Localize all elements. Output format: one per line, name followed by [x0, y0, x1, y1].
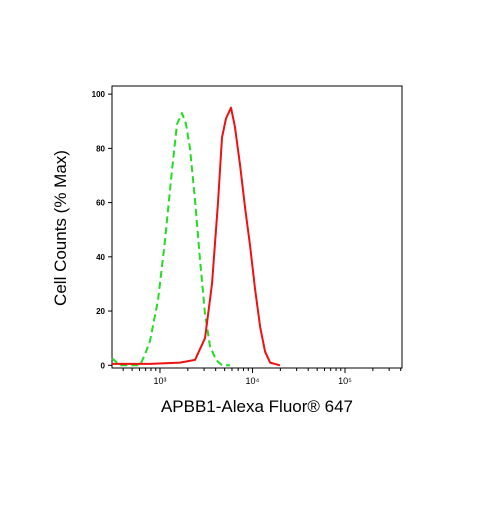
plot-frame	[111, 85, 403, 369]
x-axis-label: APBB1-Alexa Fluor® 647	[161, 397, 353, 416]
y-tick-label: 60	[96, 199, 105, 208]
y-tick-label: 100	[92, 90, 106, 99]
x-tick-label: 10⁴	[246, 376, 260, 386]
y-tick-label: 80	[96, 144, 105, 153]
y-tick-label: 20	[96, 307, 105, 316]
histogram-line	[112, 106, 281, 367]
y-tick-label: 40	[96, 253, 105, 262]
x-tick-label: 10⁵	[338, 376, 352, 386]
histogram-line	[111, 112, 230, 367]
y-tick-label: 0	[101, 361, 106, 370]
y-axis-label: Cell Counts (% Max)	[51, 150, 70, 306]
x-tick-label: 10³	[153, 376, 166, 386]
